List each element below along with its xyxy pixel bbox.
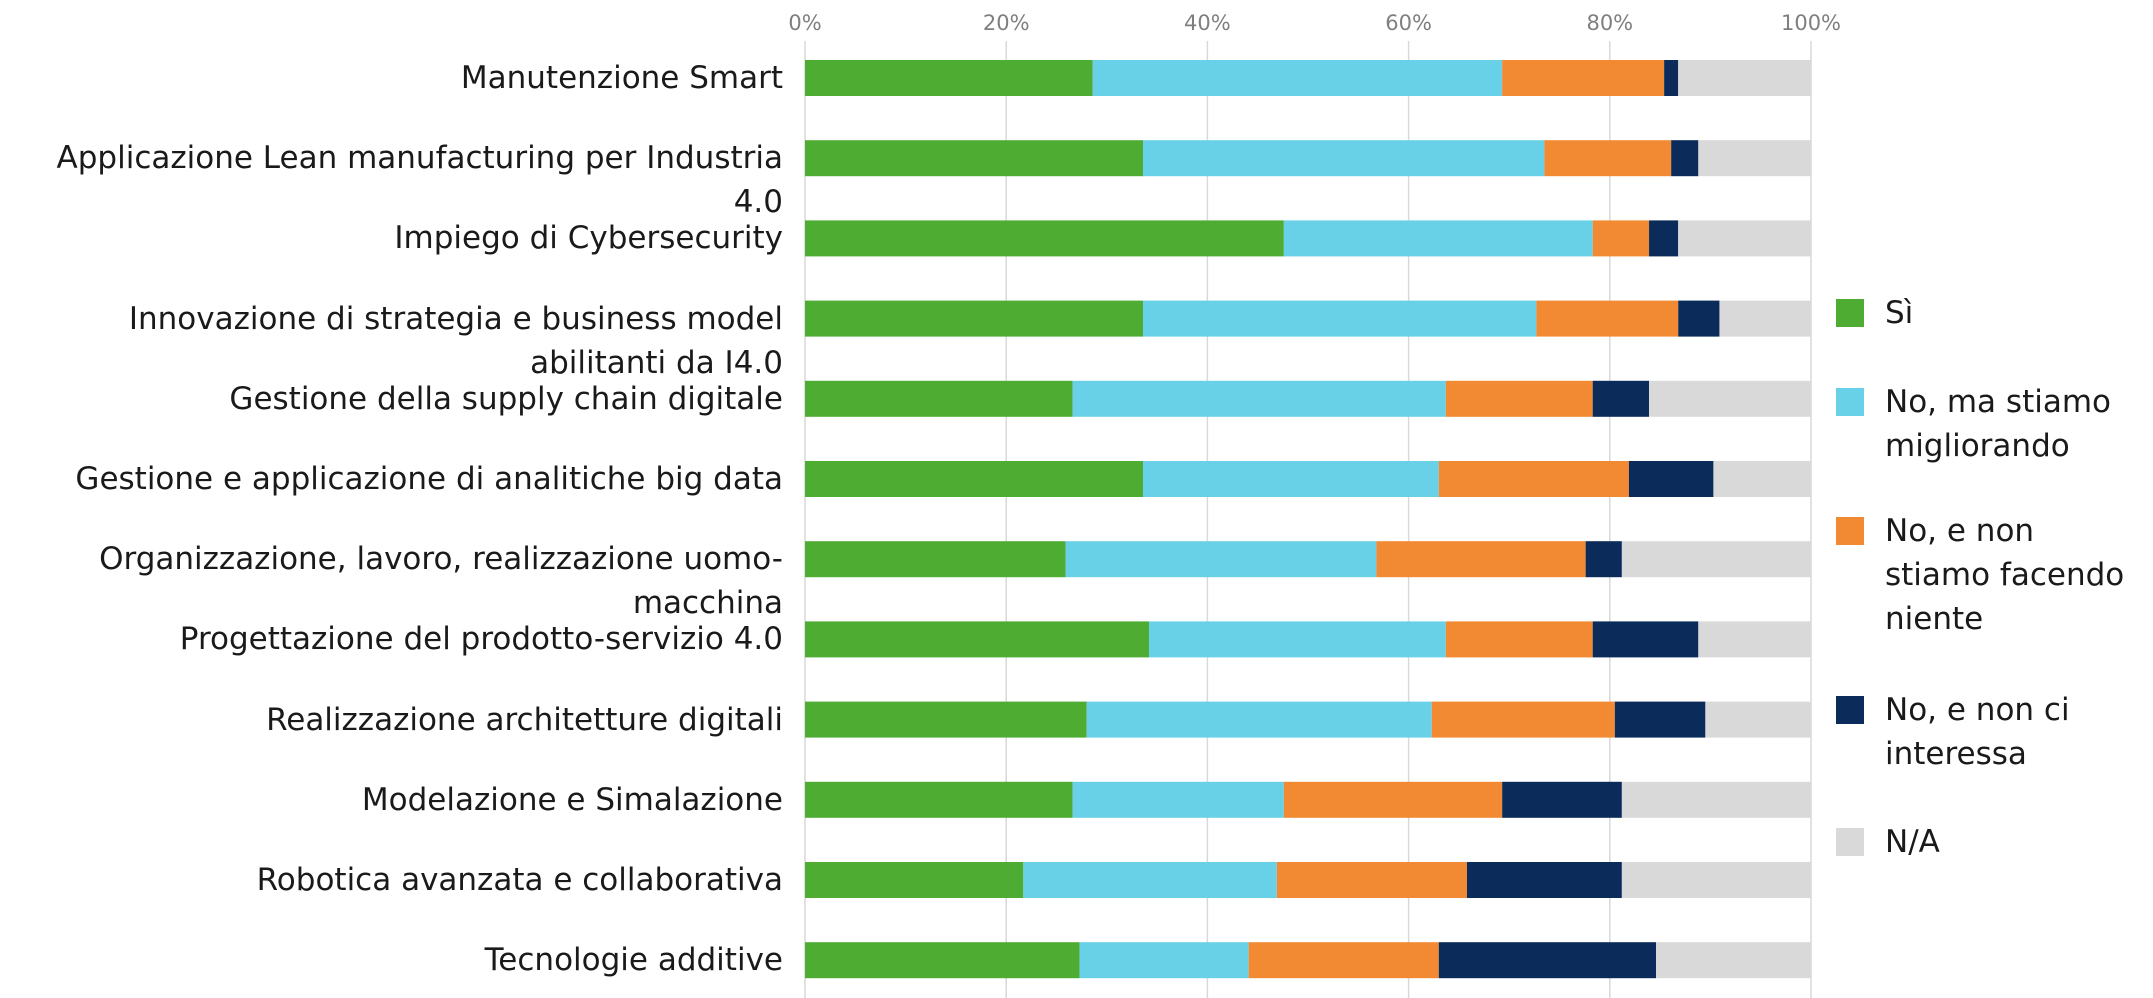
bar-segment [1376, 541, 1586, 578]
bar-segment [1614, 701, 1706, 738]
bar-segment [1445, 380, 1593, 417]
bar-segment [1705, 701, 1811, 738]
category-label: Progettazione del prodotto-servizio 4.0 [179, 621, 783, 658]
bar-segment [1431, 701, 1615, 738]
bar-segment [1065, 541, 1377, 578]
bar-segment [1544, 140, 1672, 177]
x-tick-label: 80% [1586, 11, 1633, 35]
bar-segment [805, 60, 1093, 96]
x-tick-label: 40% [1184, 11, 1231, 35]
bar-segment [1713, 461, 1811, 497]
category-label: Gestione e applicazione di analitiche bi… [75, 461, 783, 497]
bar-segment [805, 781, 1073, 818]
bar-segment [805, 862, 1024, 898]
bar-segment [1592, 380, 1650, 417]
bar-segment [1592, 220, 1650, 257]
bar-segment [1621, 862, 1811, 898]
bar-segment [1283, 781, 1503, 818]
category-label: Organizzazione, lavoro, realizzazione uo… [99, 541, 783, 622]
category-label: Robotica avanzata e collaborativa [256, 862, 783, 898]
legend-label: No, e non ci interessa [1885, 692, 2070, 772]
category-label: Modelazione e Simalazione [361, 781, 783, 818]
bar-segment [1092, 60, 1503, 96]
legend-label: Sì [1885, 295, 1914, 331]
bar-segment [1671, 140, 1699, 177]
bar-segment [805, 942, 1080, 979]
x-tick-label: 20% [983, 11, 1030, 35]
bar-segment [1502, 781, 1622, 818]
category-label: Innovazione di strategia e business mode… [128, 300, 783, 381]
legend-swatch [1836, 828, 1864, 856]
bar-segment [805, 621, 1150, 658]
bar-segment [1072, 380, 1446, 417]
bar-segment [805, 461, 1144, 497]
bar-segment [1149, 621, 1446, 658]
bar-segment [1079, 942, 1249, 979]
legend-swatch [1836, 388, 1864, 416]
category-label: Applicazione Lean manufacturing per Indu… [56, 140, 783, 221]
category-label: Tecnologie additive [484, 942, 783, 979]
legend-swatch [1836, 517, 1864, 545]
category-label: Manutenzione Smart [460, 60, 783, 96]
bar-segment [1585, 541, 1622, 578]
bar-segment [805, 701, 1087, 738]
bar-segment [1649, 380, 1811, 417]
bar-segment [1719, 300, 1811, 337]
legend-swatch [1836, 299, 1864, 327]
x-tick-label: 0% [788, 11, 821, 35]
bar-segment [805, 541, 1066, 578]
bar-segment [1698, 140, 1811, 177]
bar-segment [1466, 862, 1622, 898]
bar-segment [1438, 461, 1629, 497]
legend-label: N/A [1885, 824, 1940, 860]
legend-label: No, ma stiamo migliorando [1885, 384, 2111, 464]
bar-segment [1445, 621, 1593, 658]
category-label: Realizzazione architetture digitali [266, 701, 783, 738]
bar-segment [1143, 300, 1537, 337]
bar-segment [1649, 220, 1679, 257]
bar-segment [1536, 300, 1679, 337]
bar-segment [1592, 621, 1699, 658]
x-tick-label: 60% [1385, 11, 1432, 35]
bar-segment [805, 380, 1073, 417]
bar-segment [1621, 541, 1811, 578]
x-tick-label: 100% [1781, 11, 1841, 35]
bar-segment [1438, 942, 1657, 979]
bar-segment [1678, 300, 1720, 337]
bar-segment [1628, 461, 1714, 497]
bar-segment [1072, 781, 1284, 818]
bar-segment [1502, 60, 1665, 96]
bar-segment [1276, 862, 1467, 898]
bar-segment [805, 300, 1144, 337]
bar-segment [805, 140, 1144, 177]
legend-swatch [1836, 696, 1864, 724]
legend-label: No, e non stiamo facendo niente [1885, 513, 2125, 637]
bar-segment [1086, 701, 1432, 738]
category-label: Gestione della supply chain digitale [229, 380, 783, 417]
bar-segment [1283, 220, 1593, 257]
bar-segment [1621, 781, 1811, 818]
bar-segment [805, 220, 1284, 257]
bar-segment [1656, 942, 1811, 979]
bar-segment [1023, 862, 1277, 898]
bar-segment [1698, 621, 1811, 658]
bar-segment [1143, 140, 1545, 177]
bar-segment [1664, 60, 1679, 96]
bar-segment [1143, 461, 1439, 497]
bar-segment [1678, 60, 1811, 96]
category-label: Impiego di Cybersecurity [394, 220, 783, 257]
bar-segment [1678, 220, 1811, 257]
bar-segment [1248, 942, 1439, 979]
